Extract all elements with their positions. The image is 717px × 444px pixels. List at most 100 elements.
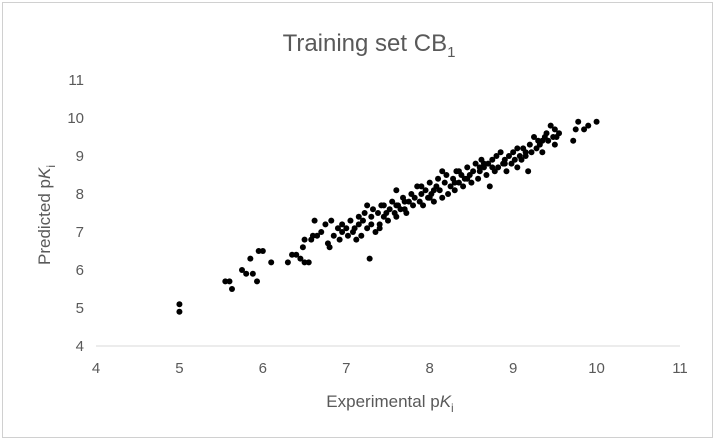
data-point (322, 221, 329, 228)
data-point (359, 217, 366, 224)
data-point (486, 183, 493, 190)
data-point (222, 278, 229, 285)
data-point (351, 225, 358, 232)
data-point (239, 267, 245, 273)
data-point (254, 278, 261, 285)
data-point (369, 206, 376, 213)
data-point (414, 183, 421, 190)
data-point (585, 122, 592, 129)
data-point (539, 137, 546, 144)
data-point (403, 210, 410, 216)
data-point (247, 255, 254, 262)
data-point (343, 225, 350, 232)
data-point (259, 248, 266, 254)
data-point (447, 183, 454, 190)
x-axis-title: Experimental pKi (326, 392, 453, 415)
data-point (547, 122, 554, 129)
data-point (441, 179, 448, 186)
data-point (368, 213, 375, 220)
data-point (518, 156, 525, 163)
data-point (480, 160, 487, 167)
data-point (485, 160, 492, 167)
data-point (464, 164, 471, 171)
data-point (368, 221, 375, 228)
data-point (355, 221, 362, 228)
y-axis-title: Predicted pKi (35, 165, 58, 265)
y-tick-label: 8 (76, 186, 84, 203)
data-point (543, 130, 550, 137)
data-point (297, 255, 304, 262)
y-tick-label: 10 (67, 110, 84, 127)
data-point (374, 210, 381, 216)
data-point (551, 126, 558, 133)
data-point (497, 149, 504, 156)
x-tick-label: 9 (509, 360, 517, 377)
scatter-chart: Training set CB1 4 5 6 7 8 9 10 11 4 5 6 7 8 9 10 11 E… (35, 30, 688, 415)
data-point (455, 168, 462, 175)
data-point (334, 225, 341, 232)
data-point (522, 149, 529, 156)
chart-frame: Training set CB1 4 5 6 7 8 9 10 11 4 5 6 7 8 9 10 11 E… (2, 2, 713, 438)
data-point (435, 175, 442, 182)
data-point (514, 145, 521, 152)
y-tick-label: 5 (76, 300, 84, 317)
data-point (455, 179, 462, 186)
chart-title-subscript: 1 (447, 44, 455, 61)
data-point (311, 217, 318, 224)
data-point (314, 232, 321, 239)
chart-title: Training set CB1 (283, 30, 456, 61)
x-tick-label: 8 (426, 360, 434, 377)
data-point (511, 156, 518, 163)
data-point (364, 225, 371, 232)
data-point (364, 202, 371, 209)
data-point (289, 251, 296, 258)
data-point (330, 232, 337, 239)
data-point (572, 126, 579, 133)
data-point (336, 236, 343, 243)
data-point (430, 187, 437, 194)
data-point (436, 187, 443, 194)
data-point (339, 221, 346, 228)
data-point (405, 198, 412, 205)
data-point (411, 194, 418, 201)
data-point (226, 278, 233, 285)
x-tick-label: 6 (259, 360, 267, 377)
data-point (293, 251, 300, 258)
data-point (309, 232, 316, 239)
data-point (347, 217, 354, 224)
data-point (385, 217, 391, 224)
data-point (472, 160, 479, 167)
data-point (380, 202, 387, 209)
data-point (339, 229, 346, 235)
data-point (301, 259, 308, 266)
data-point (539, 149, 546, 156)
data-point (451, 179, 458, 186)
x-tick-label: 7 (342, 360, 350, 377)
data-point (528, 149, 535, 156)
data-point (493, 153, 500, 159)
y-tick-label: 11 (68, 72, 84, 89)
data-point (556, 130, 563, 137)
data-point (176, 308, 183, 315)
data-point (570, 137, 577, 144)
data-point (255, 248, 262, 254)
data-point (483, 172, 490, 178)
data-point (476, 164, 483, 171)
data-point (445, 191, 452, 197)
data-point (503, 168, 510, 175)
data-point (593, 118, 600, 125)
data-point (439, 168, 446, 175)
data-point (372, 229, 379, 235)
data-point (401, 198, 408, 205)
data-points (176, 118, 600, 315)
y-tick-label: 4 (76, 338, 84, 355)
data-point (551, 141, 558, 148)
data-point (460, 183, 467, 190)
data-point (353, 236, 360, 243)
data-point (464, 175, 471, 182)
data-point (422, 187, 429, 194)
data-point (418, 183, 425, 190)
data-point (426, 179, 433, 186)
data-point (393, 202, 400, 209)
data-point (575, 118, 582, 125)
